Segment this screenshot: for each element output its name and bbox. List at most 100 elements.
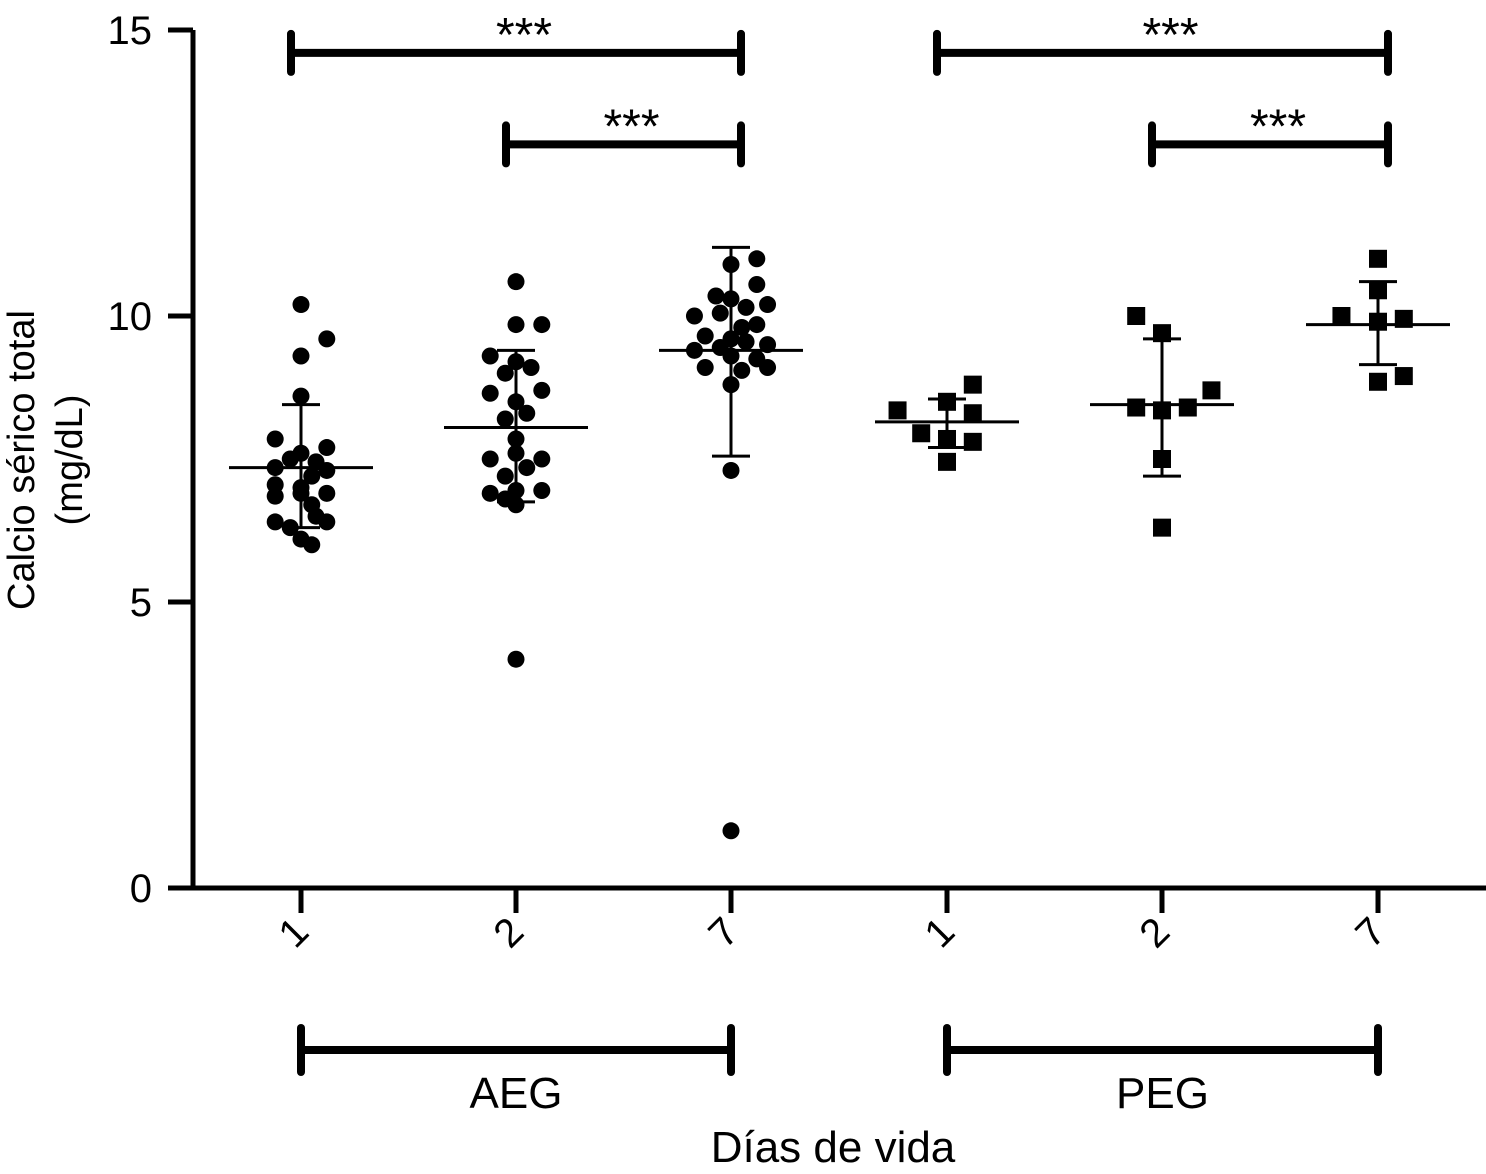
data-point-square [1153,324,1171,343]
y-axis-label: Calcio sérico total [1,310,43,610]
data-point-circle [533,481,551,499]
data-point-circle [292,347,310,365]
data-point-circle [292,479,310,497]
data-point-circle [266,513,284,531]
data-point-circle [318,439,336,457]
data-point-circle [533,450,551,468]
data-point-circle [518,459,536,477]
significance-label: *** [603,100,659,153]
data-point-square [1153,518,1171,537]
data-point-circle [748,276,766,294]
data-point-square [1127,307,1146,325]
data-point-circle [496,467,514,485]
significance-label: *** [1142,9,1198,62]
data-point-circle [748,250,766,268]
y-axis-label-unit: (mg/dL) [49,395,91,526]
group-brackets-layer: AEG PEG [297,1024,1382,1118]
significance-label: *** [496,9,552,62]
error-bars-layer [229,245,1450,530]
data-point-circle [733,361,751,379]
data-point-circle [733,318,751,336]
data-point-circle [759,336,777,354]
significance-label: *** [1250,100,1306,153]
data-point-circle [507,444,525,462]
data-point-circle [696,358,714,376]
data-point-square [1178,398,1197,417]
axes-layer [168,30,1486,891]
data-point-circle [522,358,540,376]
data-point-circle [318,330,336,348]
data-point-circle [481,347,499,365]
data-point-square [1153,401,1171,420]
data-point-square [938,392,956,411]
data-point-square [1394,367,1413,386]
data-point-circle [759,296,777,314]
y-ticks-layer: 0 5 10 15 [108,9,193,911]
x-tick-label: 2 [1131,909,1178,956]
data-point-circle [496,364,514,382]
data-point-circle [685,341,703,359]
y-tick-label: 15 [108,9,153,53]
data-point-circle [481,484,499,502]
x-axis-label: Días de vida [711,1123,956,1172]
data-point-circle [281,519,299,537]
data-point-circle [481,450,499,468]
data-point-square [1369,281,1387,300]
x-tick-label: 7 [700,909,747,956]
data-point-square [1127,398,1146,417]
data-point-circle [292,296,310,314]
data-point-square [963,404,982,423]
data-point-circle [318,461,336,479]
data-point-square [938,429,956,448]
data-point-circle [281,450,299,468]
data-point-circle [533,381,551,399]
y-tick-label: 5 [130,581,152,625]
data-point-circle [507,650,525,668]
data-point-circle [507,430,525,448]
data-point-circle [685,307,703,325]
data-point-circle [748,316,766,334]
data-point-circle [722,256,740,274]
x-tick-label: 7 [1347,909,1394,956]
data-point-circle [711,304,729,322]
data-point-circle [518,404,536,422]
data-point-circle [507,353,525,371]
data-point-circle [759,358,777,376]
data-point-circle [722,290,740,308]
data-point-circle [496,490,514,508]
data-point-square [888,401,907,420]
y-tick-label: 10 [108,295,153,339]
points-layer [266,249,1413,840]
data-point-circle [737,333,755,351]
data-point-circle [507,316,525,334]
data-point-circle [507,273,525,291]
x-tick-label: 2 [485,909,532,956]
data-point-circle [722,461,740,479]
group-label: AEG [470,1069,563,1118]
data-point-square [963,432,982,451]
data-point-circle [481,384,499,402]
data-point-circle [722,822,740,840]
data-point-square [1153,450,1171,468]
data-point-circle [318,484,336,502]
data-point-circle [292,387,310,405]
data-point-circle [303,467,321,485]
data-point-circle [318,513,336,531]
data-point-square [912,424,931,443]
data-point-circle [722,376,740,394]
data-point-circle [266,430,284,448]
data-point-circle [737,298,755,316]
data-point-square [963,375,982,394]
data-point-circle [696,327,714,345]
significance-layer: *** *** *** *** [287,9,1392,168]
data-point-circle [266,459,284,477]
group-label: PEG [1116,1069,1209,1118]
data-point-square [1332,307,1351,325]
data-point-circle [507,393,525,411]
y-tick-label: 0 [130,867,152,911]
x-tick-label: 1 [916,909,963,956]
data-point-square [1202,381,1221,400]
x-tick-label: 1 [270,909,317,956]
